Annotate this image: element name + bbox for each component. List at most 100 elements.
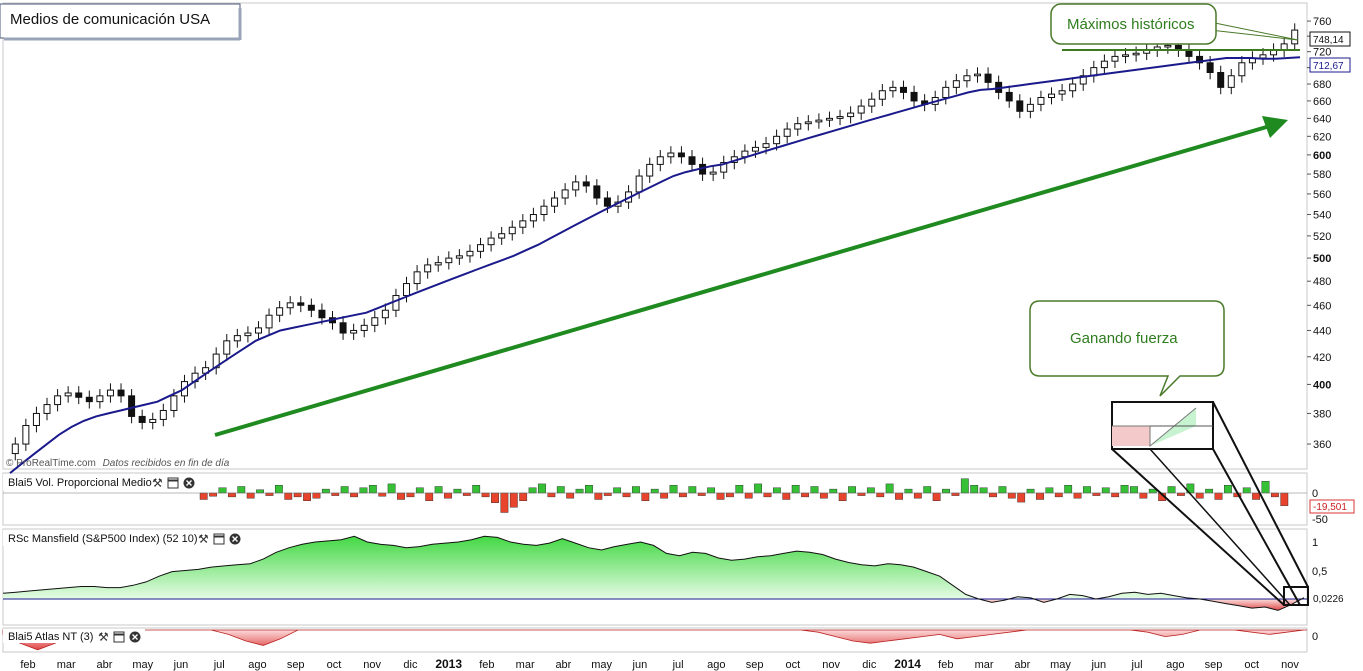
volume-bar bbox=[321, 488, 330, 494]
candle-body bbox=[804, 121, 812, 125]
month-label: ago bbox=[1166, 659, 1184, 671]
volume-bar bbox=[791, 485, 800, 494]
volume-bar bbox=[819, 492, 828, 499]
volume-bar bbox=[1045, 487, 1054, 494]
price-tick: 460 bbox=[1313, 300, 1331, 312]
volume-bar bbox=[1073, 492, 1082, 499]
volume-bar bbox=[209, 492, 217, 497]
window-icon[interactable] bbox=[167, 477, 179, 489]
month-label: dic bbox=[862, 659, 877, 671]
month-label: jun bbox=[173, 659, 189, 671]
volume-bar bbox=[547, 492, 556, 498]
candle-body bbox=[233, 335, 241, 342]
volume-tick-0: 0 bbox=[1312, 488, 1318, 500]
volume-bar bbox=[603, 492, 612, 496]
volume-bar bbox=[1017, 492, 1026, 503]
ma-value-badge: 712,67 bbox=[1309, 57, 1351, 73]
annotation-fuerza: Ganando fuerza bbox=[1070, 330, 1178, 347]
moving-average-line bbox=[9, 56, 1301, 474]
volume-bar bbox=[444, 492, 452, 499]
candle-body bbox=[551, 197, 559, 207]
candle-body bbox=[1164, 44, 1172, 48]
volume-bar bbox=[772, 487, 781, 494]
candle-body bbox=[836, 116, 844, 119]
volume-bar bbox=[1271, 492, 1279, 498]
volume-bar bbox=[942, 488, 950, 494]
volume-bar bbox=[632, 486, 640, 494]
volume-bar bbox=[726, 492, 734, 498]
volume-bar bbox=[951, 492, 960, 496]
candle-body bbox=[677, 152, 685, 158]
annotation-maximos-box bbox=[1050, 3, 1217, 45]
month-label: sep bbox=[1205, 659, 1223, 671]
month-label: nov bbox=[822, 659, 840, 671]
volume-bar bbox=[303, 492, 311, 502]
volume-bar bbox=[744, 492, 753, 499]
candle-body bbox=[159, 409, 167, 420]
candle-body bbox=[646, 163, 654, 177]
volume-bar bbox=[415, 487, 424, 494]
volume-bar bbox=[1083, 486, 1091, 494]
price-tick: 620 bbox=[1313, 131, 1331, 143]
volume-tick-50: -50 bbox=[1312, 514, 1328, 526]
rsc-tick-05: 0,5 bbox=[1312, 566, 1327, 578]
candle-body bbox=[529, 214, 537, 222]
candle-body bbox=[85, 396, 93, 403]
price-tick: 440 bbox=[1313, 325, 1331, 337]
candle-body bbox=[466, 250, 474, 257]
price-tick: 500 bbox=[1313, 253, 1331, 265]
wrench-icon[interactable]: ⚒ bbox=[152, 476, 163, 490]
candle-body bbox=[1111, 55, 1119, 62]
volume-bar bbox=[246, 492, 255, 499]
volume-bar bbox=[368, 485, 377, 494]
wrench-icon[interactable]: ⚒ bbox=[198, 532, 209, 546]
month-label: jun bbox=[632, 659, 648, 671]
candle-body bbox=[1206, 62, 1214, 73]
candle-body bbox=[96, 395, 104, 403]
rsc-panel-label: RSc Mansfield (S&P500 Index) (52 10) bbox=[8, 533, 198, 545]
window-icon[interactable] bbox=[113, 631, 125, 643]
candle-body bbox=[974, 73, 981, 77]
candle-body bbox=[857, 105, 865, 114]
window-icon[interactable] bbox=[213, 533, 225, 545]
volume-bar bbox=[960, 478, 969, 494]
candle-body bbox=[339, 322, 347, 334]
candle-body bbox=[254, 327, 262, 334]
candle-body bbox=[688, 156, 696, 165]
price-axis: 7607407207006806606406206005805605405205… bbox=[1307, 16, 1331, 451]
candle-body bbox=[825, 117, 833, 121]
volume-bar bbox=[801, 492, 809, 498]
volume-bar bbox=[340, 486, 349, 494]
volume-bar bbox=[660, 492, 669, 499]
wrench-icon[interactable]: ⚒ bbox=[98, 630, 109, 644]
month-label: mar bbox=[975, 659, 994, 671]
volume-bar bbox=[979, 487, 988, 494]
chart-title: Medios de comunicación USA bbox=[10, 11, 210, 28]
title-box bbox=[0, 3, 241, 39]
volume-bar bbox=[594, 492, 603, 500]
volume-bar bbox=[397, 492, 405, 500]
rsc-tick-1: 1 bbox=[1312, 537, 1318, 549]
volume-bar bbox=[274, 485, 283, 494]
volume-bar bbox=[1139, 492, 1148, 499]
month-label: 2013 bbox=[435, 657, 462, 671]
candle-body bbox=[1227, 75, 1235, 88]
volume-bar bbox=[923, 486, 932, 494]
month-label: 2014 bbox=[894, 657, 921, 671]
candle-body bbox=[751, 146, 759, 152]
zoom-inset bbox=[1111, 401, 1309, 606]
candle-body bbox=[1238, 62, 1246, 77]
candle-body bbox=[318, 309, 326, 319]
candle-body bbox=[498, 233, 506, 239]
month-label: feb bbox=[20, 659, 35, 671]
month-label: jul bbox=[1131, 659, 1143, 671]
atlas-panel-header: Blai5 Atlas NT (3) bbox=[3, 629, 145, 643]
month-label: mar bbox=[516, 659, 535, 671]
candle-body bbox=[75, 392, 83, 398]
volume-bar bbox=[256, 489, 264, 494]
month-label: dic bbox=[403, 659, 418, 671]
candle-body bbox=[942, 86, 950, 99]
volume-bar bbox=[1205, 488, 1214, 494]
candle-body bbox=[963, 75, 971, 82]
volume-bar bbox=[227, 492, 236, 498]
